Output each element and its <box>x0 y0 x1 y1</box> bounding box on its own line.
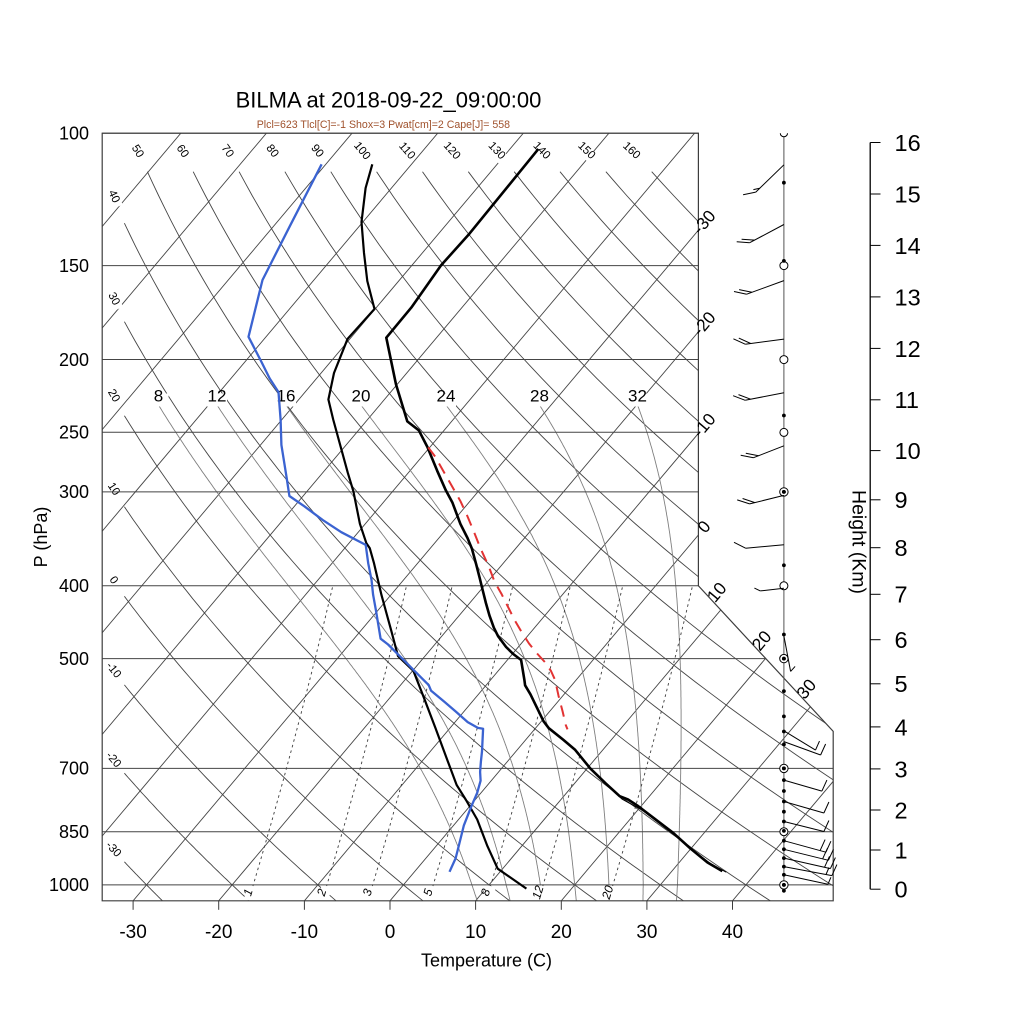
svg-text:150: 150 <box>59 256 89 276</box>
svg-text:7: 7 <box>895 582 908 608</box>
svg-text:400: 400 <box>59 576 89 596</box>
svg-text:Height (Km): Height (Km) <box>848 490 870 594</box>
svg-text:200: 200 <box>59 350 89 370</box>
svg-text:16: 16 <box>895 130 921 156</box>
svg-text:2: 2 <box>314 887 330 899</box>
svg-text:9: 9 <box>895 487 908 513</box>
svg-text:1: 1 <box>240 887 255 897</box>
svg-text:8: 8 <box>895 535 908 561</box>
svg-text:5: 5 <box>895 671 908 697</box>
svg-text:10: 10 <box>465 922 486 943</box>
svg-text:28: 28 <box>530 387 549 406</box>
svg-text:20: 20 <box>599 884 617 902</box>
svg-text:-10: -10 <box>291 922 318 943</box>
svg-text:-20: -20 <box>205 922 232 943</box>
svg-text:60: 60 <box>174 143 191 160</box>
svg-text:250: 250 <box>59 423 89 443</box>
svg-text:700: 700 <box>59 759 89 779</box>
svg-text:20: 20 <box>551 922 572 943</box>
svg-text:5: 5 <box>420 887 435 898</box>
svg-text:40: 40 <box>106 188 122 205</box>
svg-text:Plcl=623 Tlcl[C]=-1 Shox=3 Pwa: Plcl=623 Tlcl[C]=-1 Shox=3 Pwat[cm]=2 Ca… <box>257 119 510 131</box>
svg-text:0: 0 <box>895 877 908 903</box>
svg-text:0: 0 <box>385 922 396 943</box>
svg-text:24: 24 <box>437 387 456 406</box>
svg-text:3: 3 <box>895 756 908 782</box>
svg-text:BILMA at 2018-09-22_09:00:00: BILMA at 2018-09-22_09:00:00 <box>236 88 542 113</box>
svg-text:40: 40 <box>722 922 743 943</box>
svg-text:Temperature (C): Temperature (C) <box>421 951 552 971</box>
svg-text:8: 8 <box>478 887 493 898</box>
svg-text:2: 2 <box>895 797 908 823</box>
svg-text:30: 30 <box>636 922 657 943</box>
svg-text:32: 32 <box>628 387 647 406</box>
svg-text:15: 15 <box>895 181 921 207</box>
svg-text:100: 100 <box>59 124 89 144</box>
svg-text:12: 12 <box>895 336 921 362</box>
svg-text:12: 12 <box>208 387 227 406</box>
svg-text:8: 8 <box>154 387 163 406</box>
svg-text:12: 12 <box>529 884 546 901</box>
svg-text:13: 13 <box>895 284 921 310</box>
svg-text:6: 6 <box>895 627 908 653</box>
svg-text:14: 14 <box>895 233 921 259</box>
svg-text:3: 3 <box>360 887 375 898</box>
svg-text:10: 10 <box>895 438 921 464</box>
svg-text:16: 16 <box>277 387 296 406</box>
svg-text:300: 300 <box>59 482 89 502</box>
svg-text:1: 1 <box>895 837 908 863</box>
svg-text:30: 30 <box>105 291 122 308</box>
svg-text:20: 20 <box>105 387 122 404</box>
svg-text:1000: 1000 <box>49 875 89 895</box>
svg-text:-30: -30 <box>119 922 146 943</box>
svg-text:P (hPa): P (hPa) <box>31 507 51 568</box>
svg-text:20: 20 <box>352 387 371 406</box>
svg-text:10: 10 <box>105 481 122 498</box>
svg-text:850: 850 <box>59 822 89 842</box>
svg-text:50: 50 <box>129 143 146 160</box>
svg-text:11: 11 <box>895 387 919 413</box>
svg-text:500: 500 <box>59 649 89 669</box>
svg-text:4: 4 <box>895 714 908 740</box>
